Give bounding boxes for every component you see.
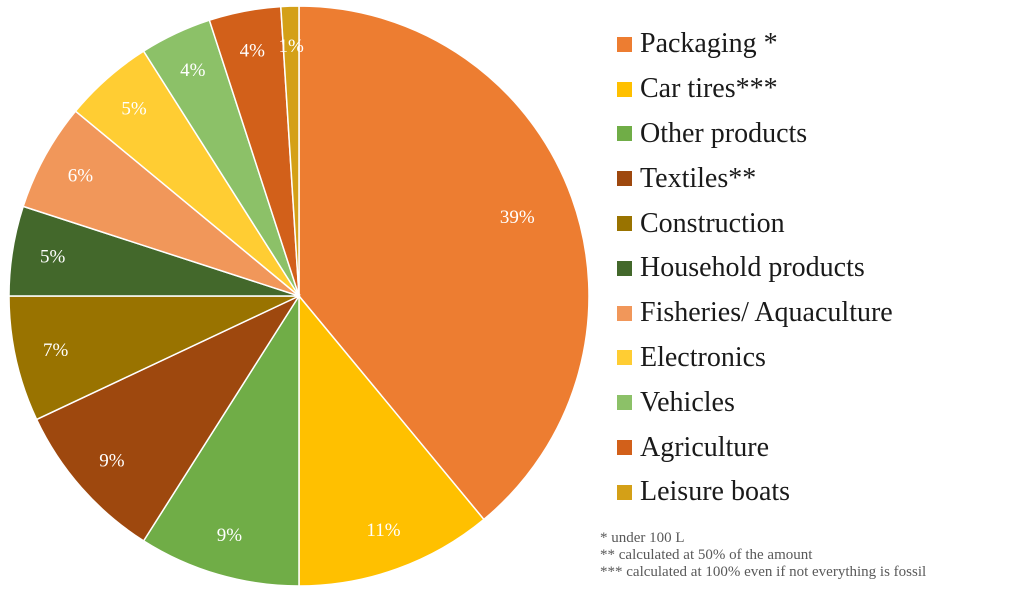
slice-value-label-1: 11% — [366, 520, 400, 541]
legend-label-2: Other products — [640, 117, 808, 149]
legend-label-1: Car tires*** — [640, 73, 778, 105]
pie-slice-4 — [8, 295, 300, 421]
legend-item-5: Household products — [617, 246, 893, 291]
slice-value-label-0: 39% — [500, 207, 535, 228]
slice-value-label-7: 5% — [121, 98, 147, 119]
legend-swatch-5 — [617, 260, 632, 276]
legend-label-5: Household products — [640, 252, 865, 284]
slice-value-label-10: 1% — [279, 36, 305, 57]
legend-item-8: Vehicles — [617, 380, 893, 425]
footnote-packaging: * under 100 L — [600, 530, 685, 546]
legend-swatch-2 — [617, 126, 632, 142]
slice-value-label-6: 6% — [68, 165, 94, 186]
legend-swatch-9 — [617, 440, 632, 456]
pie-chart: 39% 11% 9% 9% 7% 5% 6% 5% 4% 4% 1% — [8, 5, 590, 587]
slice-value-label-2: 9% — [217, 525, 243, 546]
legend-label-10: Leisure boats — [640, 476, 791, 508]
legend-swatch-8 — [617, 395, 632, 411]
footnote-textiles: ** calculated at 50% of the amount — [600, 547, 813, 563]
pie-slice-1 — [298, 293, 485, 587]
legend-item-7: Electronics — [617, 336, 893, 381]
legend-label-8: Vehicles — [640, 386, 735, 418]
legend-label-7: Electronics — [640, 341, 766, 373]
legend-label-6: Fisheries/ Aquaculture — [640, 297, 893, 329]
legend-item-2: Other products — [617, 112, 893, 157]
legend-label-4: Construction — [640, 207, 785, 239]
legend-item-0: Packaging * — [617, 22, 893, 67]
pie-slice-3 — [35, 294, 302, 542]
pie-slice-10 — [279, 5, 300, 297]
slice-value-label-4: 7% — [43, 340, 69, 361]
legend-item-6: Fisheries/ Aquaculture — [617, 291, 893, 336]
footnotes: * under 100 L ** calculated at 50% of th… — [600, 530, 926, 581]
legend-item-3: Textiles** — [617, 156, 893, 201]
legend-label-3: Textiles** — [640, 162, 757, 194]
legend-item-10: Leisure boats — [617, 470, 893, 515]
footnote-car-tires: *** calculated at 100% even if not every… — [600, 564, 927, 580]
legend-label-9: Agriculture — [640, 431, 770, 463]
slice-value-label-8: 4% — [180, 60, 206, 81]
legend-item-1: Car tires*** — [617, 67, 893, 112]
chart-legend: Packaging * Car tires*** Other products Tex… — [617, 22, 893, 515]
legend-label-0: Packaging * — [640, 28, 778, 60]
legend-swatch-0 — [617, 36, 632, 52]
pie-slice-2 — [142, 293, 300, 587]
legend-swatch-3 — [617, 171, 632, 187]
pie-slice-0 — [298, 5, 590, 521]
legend-swatch-4 — [617, 216, 632, 232]
legend-item-9: Agriculture — [617, 425, 893, 470]
slice-value-label-9: 4% — [240, 41, 266, 62]
legend-item-4: Construction — [617, 201, 893, 246]
legend-swatch-10 — [617, 484, 632, 500]
slice-value-label-5: 5% — [40, 246, 66, 267]
legend-swatch-1 — [617, 81, 632, 97]
legend-swatch-6 — [617, 305, 632, 321]
slice-value-label-3: 9% — [99, 450, 125, 471]
legend-swatch-7 — [617, 350, 632, 366]
